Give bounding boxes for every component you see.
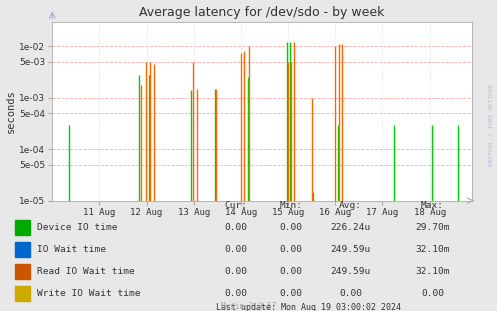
Text: 0.00: 0.00 [339,289,362,298]
Y-axis label: seconds: seconds [6,89,16,133]
Text: 0.00: 0.00 [225,289,248,298]
Text: Max:: Max: [421,201,444,210]
Text: 0.00: 0.00 [421,289,444,298]
Text: 249.59u: 249.59u [331,245,370,254]
Text: Device IO time: Device IO time [37,223,118,232]
Text: Min:: Min: [279,201,302,210]
Text: 32.10m: 32.10m [415,267,450,276]
Text: Last update: Mon Aug 19 03:00:02 2024: Last update: Mon Aug 19 03:00:02 2024 [216,303,401,311]
Bar [15,264,30,279]
Bar [15,286,30,301]
Text: 0.00: 0.00 [279,289,302,298]
Text: RRDTOOL / TOBI OETIKER: RRDTOOL / TOBI OETIKER [488,83,493,166]
Text: 0.00: 0.00 [279,267,302,276]
Text: 0.00: 0.00 [225,267,248,276]
Text: IO Wait time: IO Wait time [37,245,106,254]
Text: Write IO Wait time: Write IO Wait time [37,289,141,298]
Text: Read IO Wait time: Read IO Wait time [37,267,135,276]
Text: 0.00: 0.00 [225,245,248,254]
Text: 0.00: 0.00 [279,245,302,254]
Text: Cur:: Cur: [225,201,248,210]
Text: 226.24u: 226.24u [331,223,370,232]
Bar [15,242,30,257]
Title: Average latency for /dev/sdo - by week: Average latency for /dev/sdo - by week [140,6,385,19]
Text: Avg:: Avg: [339,201,362,210]
Text: 29.70m: 29.70m [415,223,450,232]
Bar [15,220,30,235]
Text: 0.00: 0.00 [225,223,248,232]
Text: 32.10m: 32.10m [415,245,450,254]
Text: 0.00: 0.00 [279,223,302,232]
Text: Munin 2.0.57: Munin 2.0.57 [221,302,276,311]
Text: 249.59u: 249.59u [331,267,370,276]
